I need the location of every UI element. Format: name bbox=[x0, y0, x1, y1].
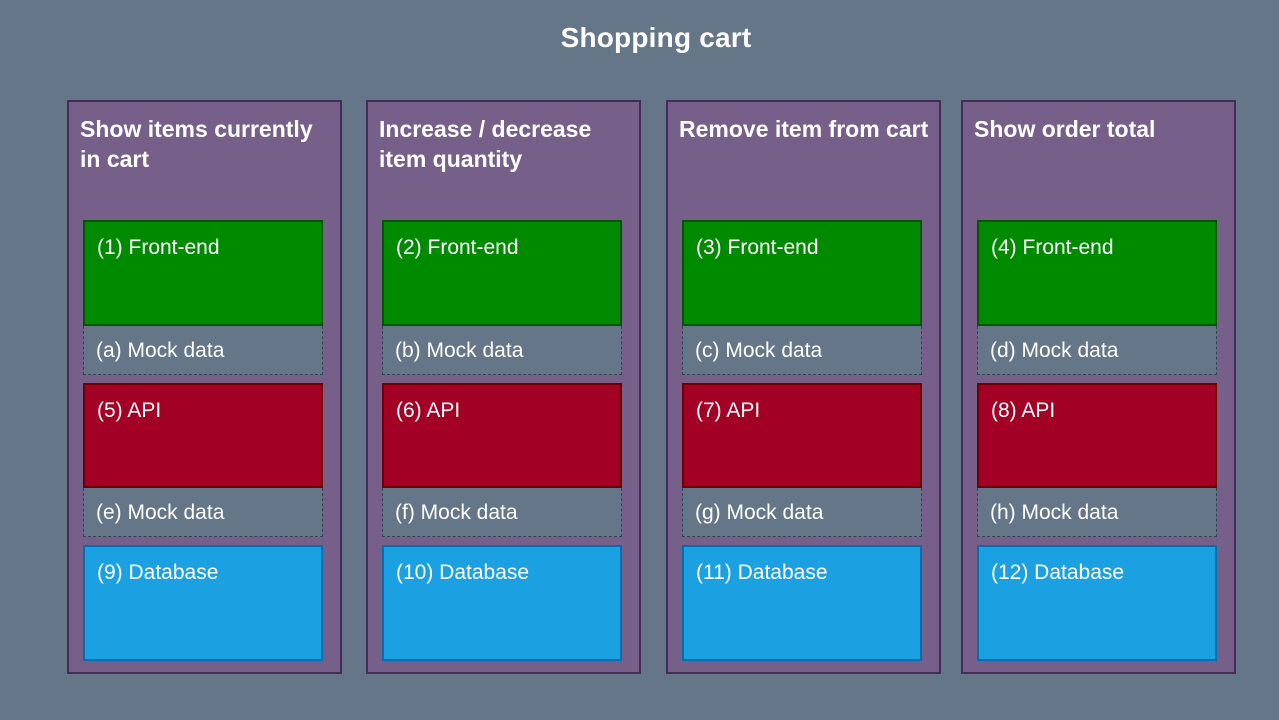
api-mock-data-block: (h) Mock data bbox=[977, 488, 1217, 537]
api-mock-data-block: (e) Mock data bbox=[83, 488, 323, 537]
feature-column-show-items: Show items currently in cart (1) Front-e… bbox=[67, 100, 342, 674]
frontend-block: (3) Front-end bbox=[682, 220, 922, 326]
mock-data-label: (b) Mock data bbox=[395, 339, 524, 362]
api-label: (6) API bbox=[396, 399, 461, 422]
database-label: (11) Database bbox=[696, 561, 828, 584]
column-title: Increase / decrease item quantity bbox=[379, 116, 592, 172]
frontend-mock-data-block: (d) Mock data bbox=[977, 326, 1217, 375]
frontend-mock-data-block: (c) Mock data bbox=[682, 326, 922, 375]
database-label: (10) Database bbox=[396, 561, 530, 584]
diagram-title: Shopping cart bbox=[560, 22, 752, 53]
frontend-label: (2) Front-end bbox=[396, 236, 519, 259]
api-label: (8) API bbox=[991, 399, 1056, 422]
frontend-label: (1) Front-end bbox=[97, 236, 220, 259]
mock-data-label: (g) Mock data bbox=[695, 501, 824, 524]
column-title: Show order total bbox=[974, 116, 1156, 142]
api-mock-data-block: (g) Mock data bbox=[682, 488, 922, 537]
frontend-block: (2) Front-end bbox=[382, 220, 622, 326]
database-block: (9) Database bbox=[83, 545, 323, 661]
api-mock-data-block: (f) Mock data bbox=[382, 488, 622, 537]
mock-data-label: (h) Mock data bbox=[990, 501, 1119, 524]
database-block: (11) Database bbox=[682, 545, 922, 661]
database-block: (10) Database bbox=[382, 545, 622, 661]
frontend-mock-data-block: (a) Mock data bbox=[83, 326, 323, 375]
api-block: (6) API bbox=[382, 383, 622, 488]
column-title: Remove item from cart bbox=[679, 116, 929, 142]
api-label: (7) API bbox=[696, 399, 761, 422]
mock-data-label: (f) Mock data bbox=[395, 501, 518, 524]
frontend-mock-data-block: (b) Mock data bbox=[382, 326, 622, 375]
database-block: (12) Database bbox=[977, 545, 1217, 661]
frontend-label: (4) Front-end bbox=[991, 236, 1114, 259]
feature-column-remove-item: Remove item from cart (3) Front-end (c) … bbox=[666, 100, 941, 674]
api-label: (5) API bbox=[97, 399, 162, 422]
mock-data-label: (e) Mock data bbox=[96, 501, 225, 524]
database-label: (9) Database bbox=[97, 561, 219, 584]
frontend-label: (3) Front-end bbox=[696, 236, 819, 259]
feature-column-order-total: Show order total (4) Front-end (d) Mock … bbox=[961, 100, 1236, 674]
mock-data-label: (a) Mock data bbox=[96, 339, 225, 362]
database-label: (12) Database bbox=[991, 561, 1125, 584]
frontend-block: (1) Front-end bbox=[83, 220, 323, 326]
api-block: (7) API bbox=[682, 383, 922, 488]
column-title: Show items currently in cart bbox=[80, 116, 313, 172]
mock-data-label: (c) Mock data bbox=[695, 339, 823, 362]
frontend-block: (4) Front-end bbox=[977, 220, 1217, 326]
mock-data-label: (d) Mock data bbox=[990, 339, 1119, 362]
api-block: (8) API bbox=[977, 383, 1217, 488]
feature-column-quantity: Increase / decrease item quantity (2) Fr… bbox=[366, 100, 641, 674]
api-block: (5) API bbox=[83, 383, 323, 488]
